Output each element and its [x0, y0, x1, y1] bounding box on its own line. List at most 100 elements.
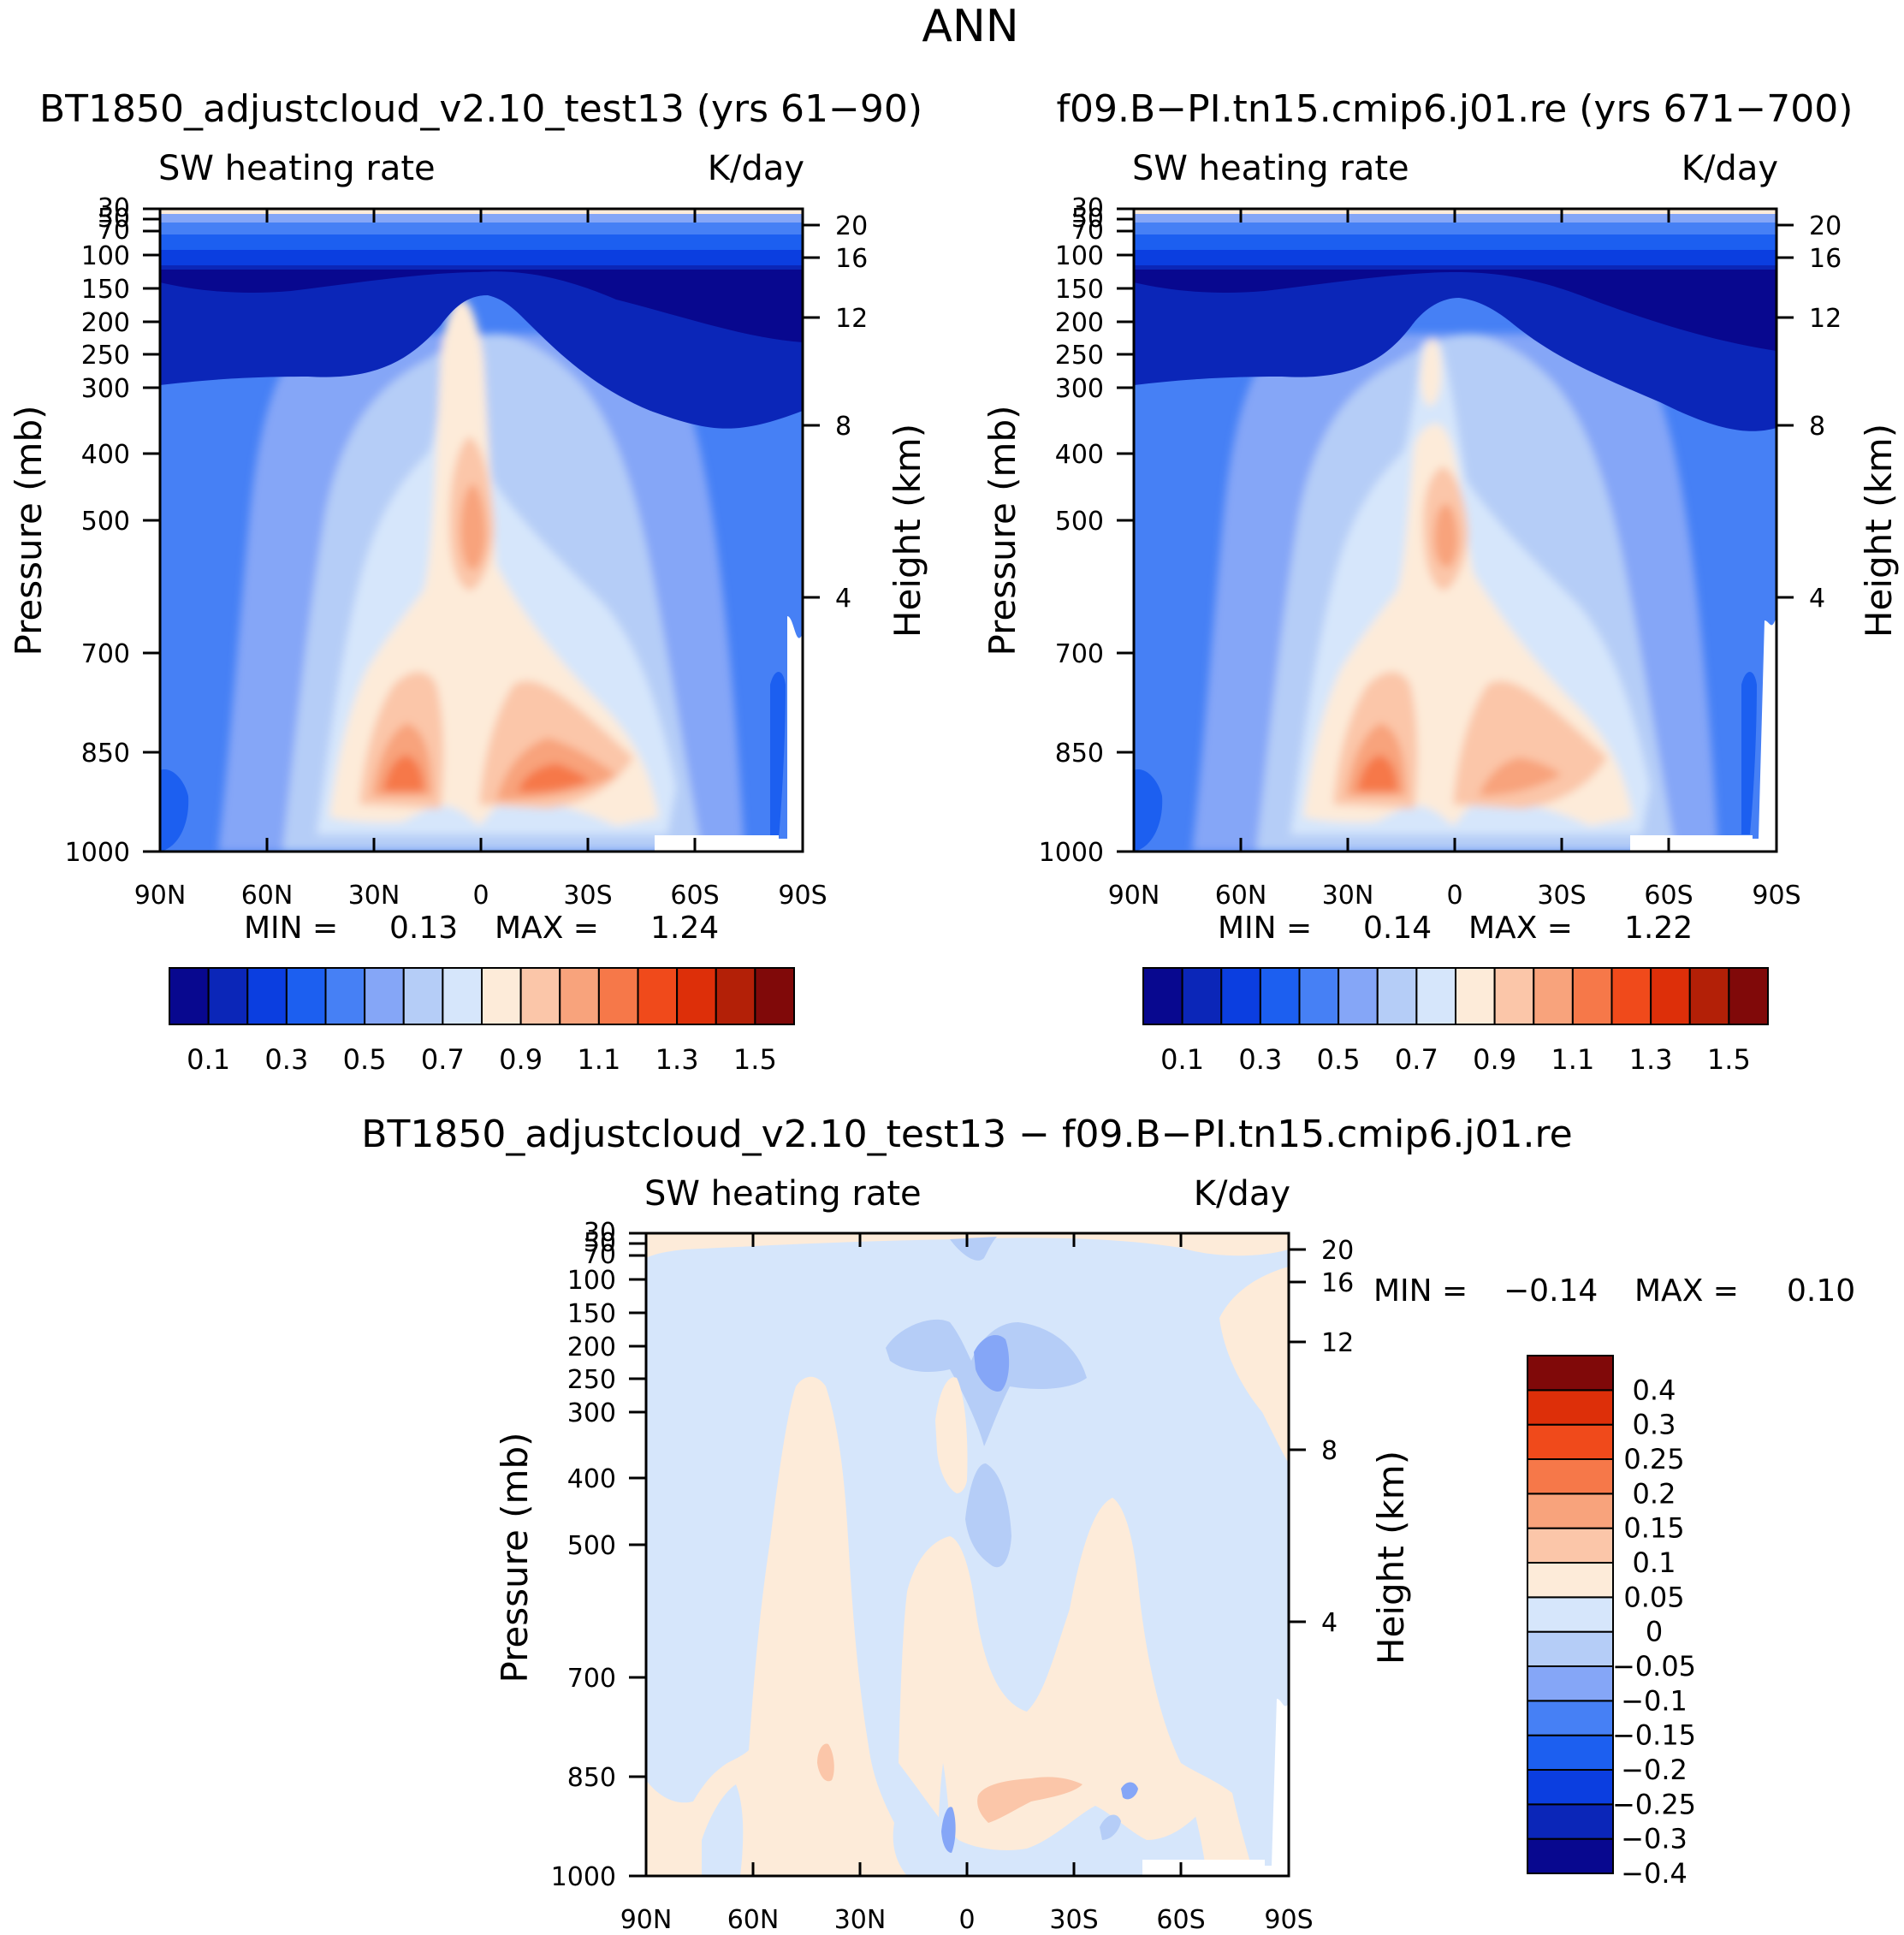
band-upper-0.1 — [160, 270, 803, 342]
x-tick-label: 0 — [958, 1905, 975, 1935]
x-tick-label: 90N — [1108, 881, 1160, 911]
colorbar-label: 0 — [1646, 1616, 1663, 1648]
contour-1.2a — [1357, 755, 1397, 792]
polar-patch-n — [160, 769, 189, 852]
y2-tick-label: 8 — [835, 412, 851, 442]
max-label: MAX = — [495, 911, 599, 946]
colorbar-label: 0.1 — [1633, 1546, 1676, 1579]
colorbar-swatch — [481, 967, 522, 1025]
colorbar-swatch — [324, 967, 366, 1025]
contour-1.2b — [518, 763, 590, 792]
x-tick-label: 30S — [1049, 1905, 1098, 1935]
y2-tick-label: 12 — [1809, 304, 1842, 334]
contour-1.2a — [383, 755, 424, 792]
colorbar-label: 0.7 — [1395, 1043, 1438, 1076]
y-tick-label: 700 — [81, 639, 130, 669]
stats: MIN = −0.14 MAX = 0.10 — [1373, 1273, 1855, 1309]
min-value: 0.13 — [389, 911, 458, 946]
colorbar-label: 0.7 — [421, 1043, 465, 1076]
colorbar-swatch — [1338, 967, 1379, 1025]
colorbar-swatch — [1455, 967, 1496, 1025]
panel-control: f09.B−PI.tn15.cmip6.j01.re (yrs 671−700)… — [982, 87, 1900, 1076]
band-upper-0.1 — [1134, 270, 1776, 351]
colorbar-swatch — [1533, 967, 1574, 1025]
x-tick-label: 60N — [241, 881, 294, 911]
colorbar-swatch — [1527, 1769, 1614, 1806]
y2-tick-labels: 20 16 12 8 4 — [1321, 1236, 1354, 1638]
x-tick-label: 90N — [134, 881, 187, 911]
x-tick-label: 30S — [563, 881, 612, 911]
colorbar-label: 1.1 — [1551, 1043, 1594, 1076]
x-tick-label: 30N — [348, 881, 400, 911]
y-tick-label: 50 — [584, 1228, 616, 1258]
y-ticks — [143, 207, 820, 853]
field-label: SW heating rate — [158, 149, 436, 188]
colorbar-label: −0.25 — [1612, 1788, 1696, 1820]
y-tick-label: 500 — [1055, 507, 1104, 537]
band-upper-0.3 — [1134, 248, 1776, 265]
y-tick-label: 300 — [81, 374, 130, 404]
colorbar-swatch — [1259, 967, 1301, 1025]
pos-0.05a — [977, 1777, 1082, 1823]
y2-tick-label: 4 — [835, 584, 851, 614]
colorbar-label: −0.3 — [1621, 1823, 1688, 1855]
y2-tick-label: 12 — [835, 304, 868, 334]
y-tick-label: 700 — [1055, 639, 1104, 669]
y2-tick-label: 4 — [1809, 584, 1825, 614]
min-label: MIN = — [244, 911, 338, 946]
colorbar-swatch — [1527, 1630, 1614, 1667]
neg-top-dimple — [950, 1237, 997, 1261]
missing-area — [1142, 1699, 1289, 1876]
x-tick-label: 0 — [1446, 881, 1462, 911]
min-value: 0.14 — [1363, 911, 1432, 946]
units-label: K/day — [1194, 1174, 1290, 1214]
y2-tick-label: 20 — [835, 211, 868, 241]
colorbar-label: 0.5 — [1317, 1043, 1361, 1076]
colorbar-swatch — [637, 967, 679, 1025]
colorbar-label: 0.25 — [1623, 1443, 1684, 1475]
x-tick-label: 30N — [834, 1905, 887, 1935]
colorbar-swatch — [1376, 967, 1418, 1025]
x-tick-label: 90S — [778, 881, 827, 911]
y-tick-label: 850 — [1055, 739, 1104, 769]
polar-patch-n — [1134, 769, 1163, 852]
y-tick-label: 850 — [567, 1763, 616, 1793]
colorbar-swatch — [1650, 967, 1691, 1025]
colorbar-swatch — [1527, 1700, 1614, 1736]
y-tick-label: 1000 — [1039, 838, 1104, 868]
y-tick-label: 100 — [1055, 241, 1104, 271]
y2-tick-label: 16 — [1809, 244, 1842, 274]
y-tick-label: 250 — [81, 341, 130, 371]
colorbar-swatch — [1142, 967, 1183, 1025]
colorbar-swatch — [1181, 967, 1223, 1025]
x-tick-label: 0 — [472, 881, 489, 911]
colorbar-swatch — [1688, 967, 1730, 1025]
field-label: SW heating rate — [1132, 149, 1409, 188]
y2-axis-label: Height (km) — [1858, 424, 1900, 638]
x-tick-label: 60S — [1156, 1905, 1205, 1935]
colorbar-swatch — [169, 967, 210, 1025]
colorbar-label: 0.4 — [1633, 1374, 1676, 1406]
y-tick-labels: 30 50 70 100 150 200 250 300 400 500 700… — [65, 193, 130, 868]
y-tick-label: 300 — [567, 1398, 616, 1428]
colorbar-label: 0.2 — [1633, 1477, 1676, 1510]
colorbar-label: 0.15 — [1623, 1512, 1684, 1545]
x-tick-labels: 90N 60N 30N 0 30S 60S 90S — [134, 881, 827, 911]
colorbar-swatch — [1527, 1562, 1614, 1599]
colorbar-label: 1.1 — [577, 1043, 620, 1076]
colorbar-label: 0.9 — [499, 1043, 543, 1076]
y2-tick-label: 8 — [1809, 412, 1825, 442]
x-tick-label: 30S — [1537, 881, 1586, 911]
colorbar-label: −0.05 — [1612, 1650, 1696, 1683]
colorbar-swatch — [1527, 1596, 1614, 1633]
contour-field — [1134, 209, 1776, 852]
max-value: 1.24 — [650, 911, 719, 946]
polar-patch-s — [1741, 672, 1757, 834]
colorbar-swatch — [1493, 967, 1535, 1025]
colorbar-swatch — [1527, 1458, 1614, 1495]
y-tick-label: 200 — [81, 308, 130, 338]
y-axis-label: Pressure (mb) — [982, 405, 1023, 656]
pos-south-lower — [1181, 1763, 1254, 1876]
neg-low-eq — [941, 1807, 956, 1853]
y-tick-labels: 30 50 70 100 150 200 250 300 400 500 700… — [1039, 193, 1104, 868]
